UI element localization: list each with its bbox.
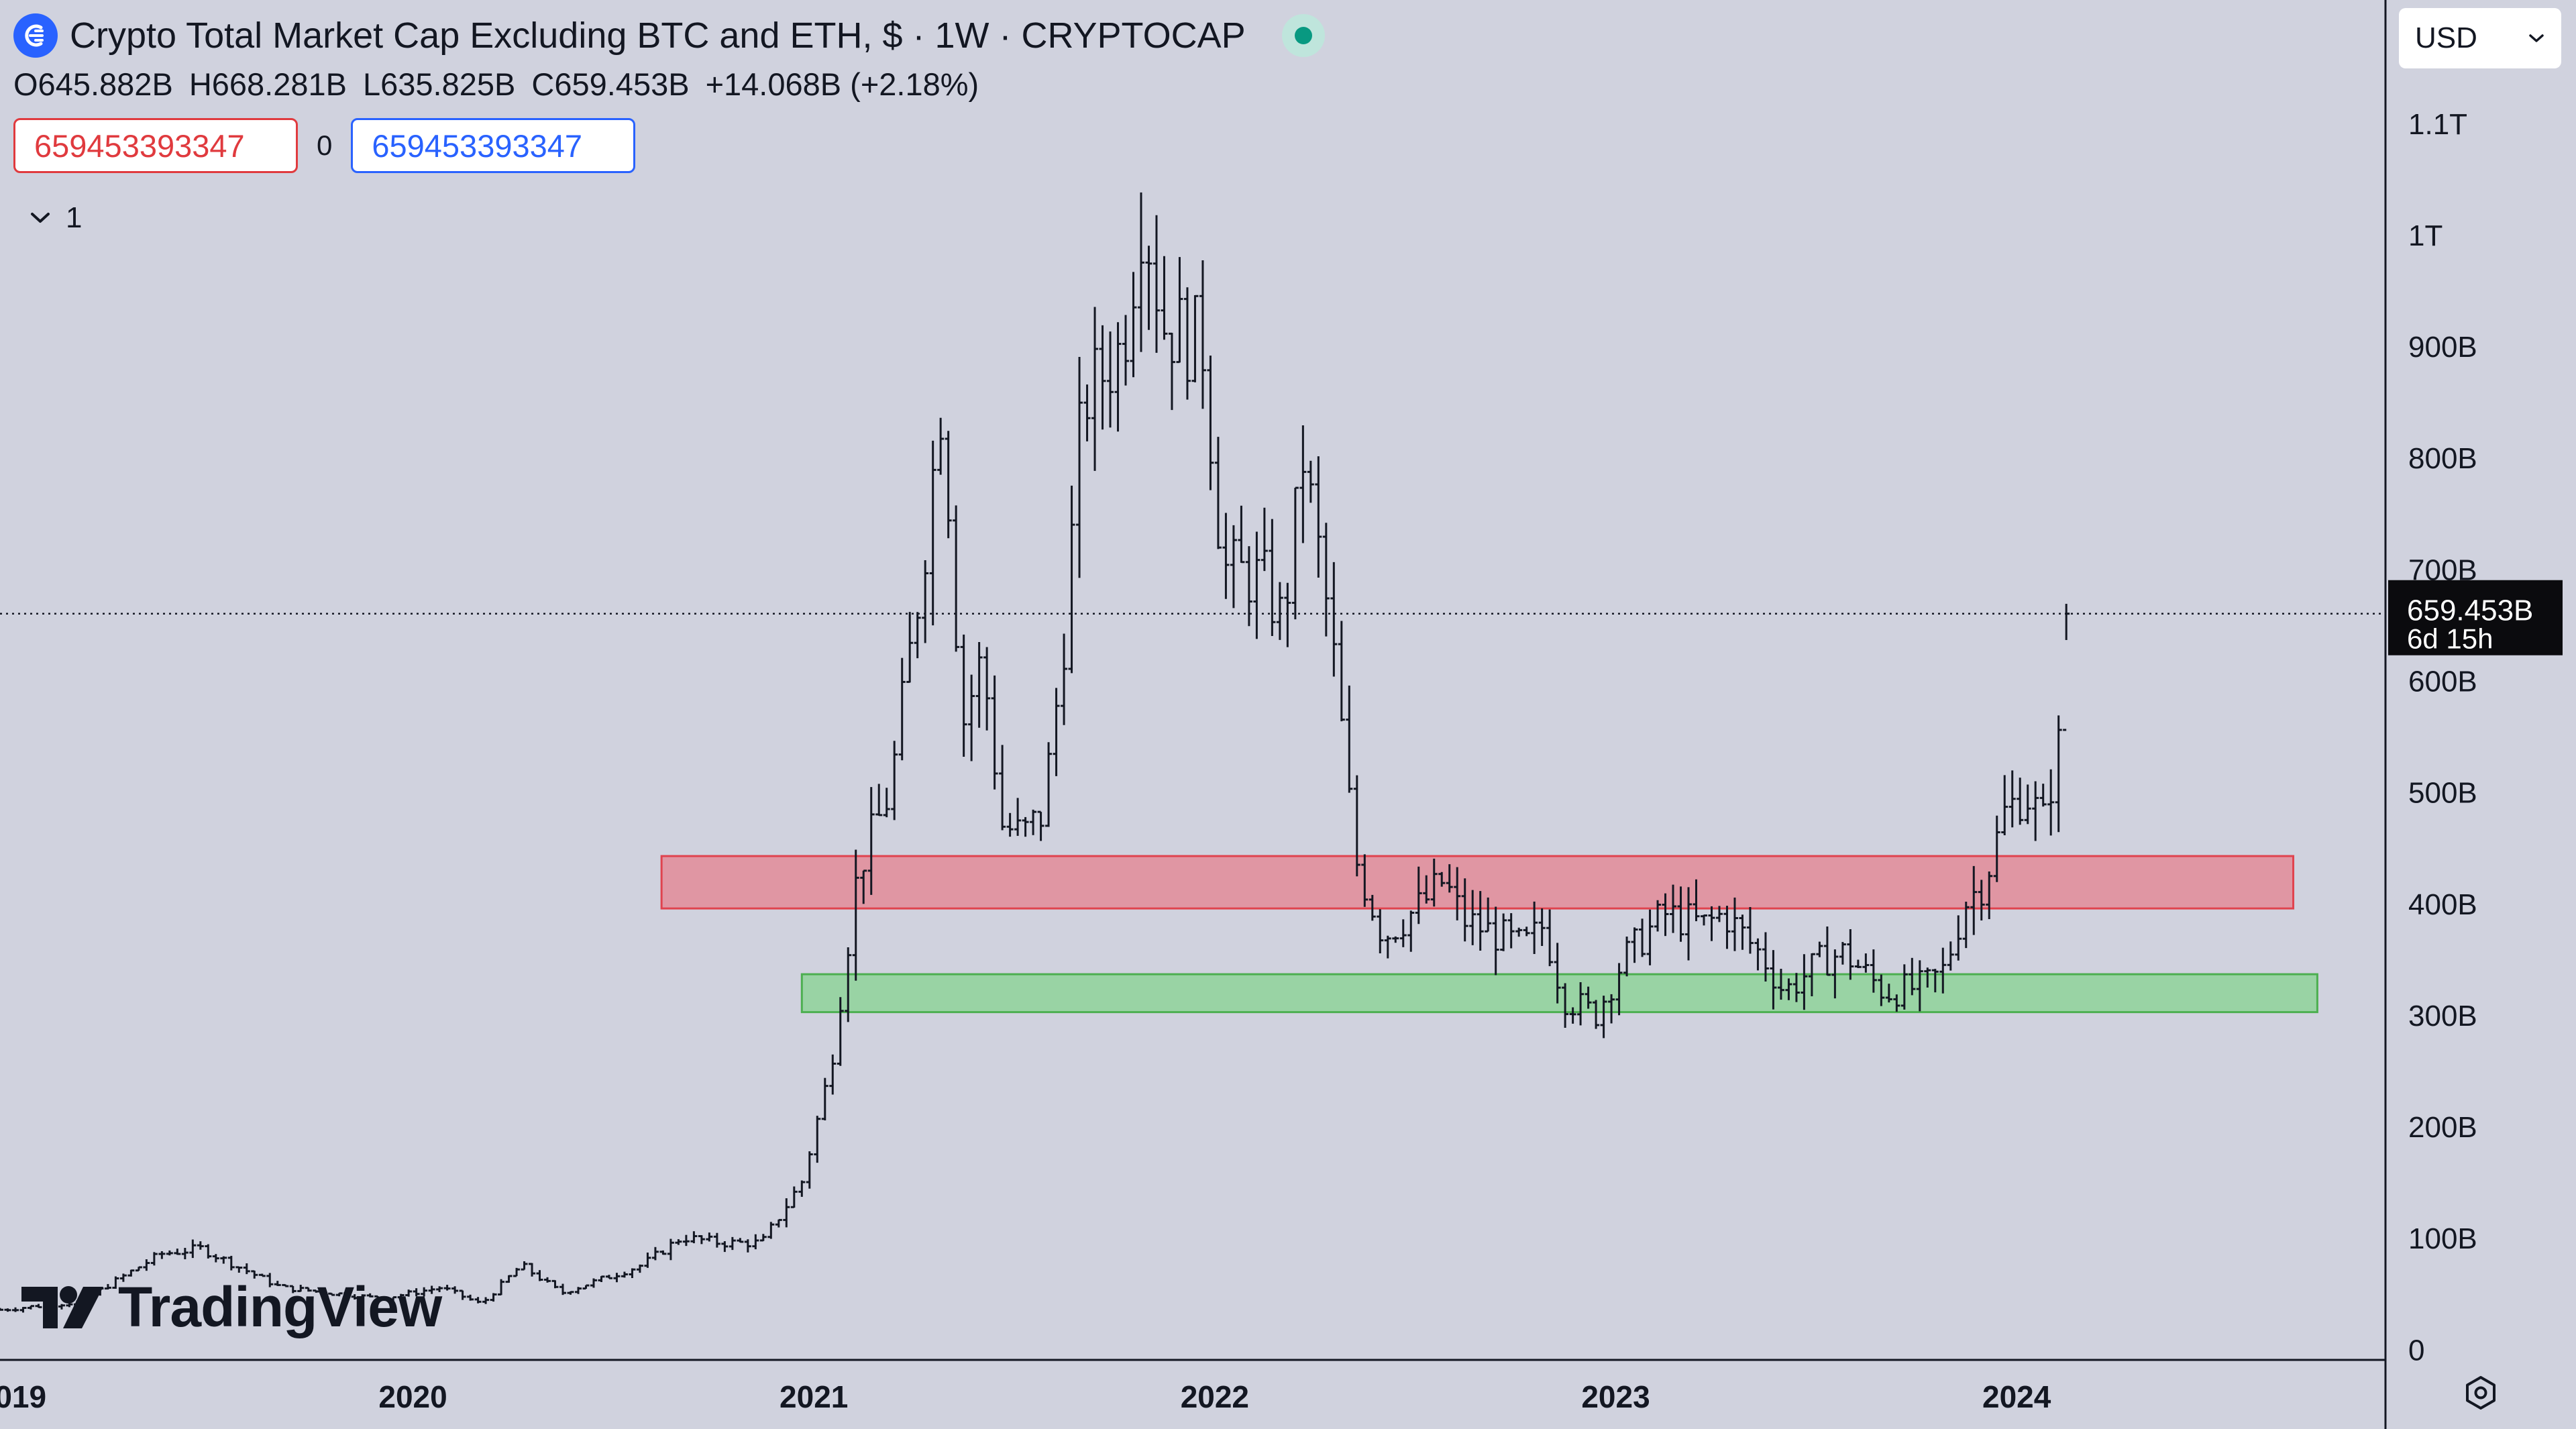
spread-value: 0 bbox=[317, 129, 333, 161]
support-zone[interactable] bbox=[800, 973, 2318, 1014]
chart-settings-button[interactable] bbox=[2461, 1373, 2501, 1413]
trade-buttons: 659453393347 0 659453393347 bbox=[13, 118, 636, 173]
y-tick-label: 400B bbox=[2408, 888, 2477, 921]
x-tick-label: 2023 bbox=[1581, 1379, 1650, 1414]
ohlc-open: O645.882B bbox=[13, 66, 173, 102]
tradingview-wordmark: TradingView bbox=[118, 1275, 442, 1338]
y-tick-label: 200B bbox=[2408, 1111, 2477, 1144]
ohlc-values: O645.882B H668.281B L635.825B C659.453B +14.… bbox=[13, 66, 995, 103]
x-tick-label: 2019 bbox=[0, 1379, 46, 1414]
ohlc-low: L635.825B bbox=[363, 66, 516, 102]
ohlc-bars bbox=[0, 192, 2070, 1313]
y-tick-label: 1T bbox=[2408, 219, 2443, 252]
last-price-value: 659.453B bbox=[2407, 594, 2533, 627]
settings-hexagon-icon bbox=[2466, 1376, 2496, 1410]
currency-select[interactable]: USD bbox=[2399, 8, 2561, 68]
live-dot bbox=[1294, 27, 1312, 44]
buy-price-button[interactable]: 659453393347 bbox=[351, 118, 636, 173]
price-axis-labels: 0100B200B300B400B500B600B700B800B900B1T1… bbox=[2408, 108, 2477, 1367]
x-tick-label: 2022 bbox=[1181, 1379, 1249, 1414]
y-tick-label: 600B bbox=[2408, 666, 2477, 698]
indicators-count: 1 bbox=[66, 201, 83, 234]
cryptocap-logo-icon bbox=[13, 13, 58, 58]
chart-header: Crypto Total Market Cap Excluding BTC an… bbox=[0, 0, 2385, 242]
y-tick-label: 0 bbox=[2408, 1334, 2424, 1367]
x-tick-label: 2020 bbox=[378, 1379, 447, 1414]
x-tick-label: 2024 bbox=[1982, 1379, 2051, 1414]
sell-price-button[interactable]: 659453393347 bbox=[13, 118, 298, 173]
y-tick-label: 100B bbox=[2408, 1222, 2477, 1255]
x-tick-label: 2021 bbox=[780, 1379, 848, 1414]
resistance-zone[interactable] bbox=[660, 855, 2295, 910]
chevron-down-icon bbox=[2529, 34, 2544, 42]
tradingview-logo[interactable]: TradingView bbox=[19, 1275, 442, 1340]
y-tick-label: 1.1T bbox=[2408, 108, 2467, 141]
bar-countdown: 6d 15h bbox=[2407, 623, 2493, 655]
ohlc-change: +14.068B (+2.18%) bbox=[705, 66, 979, 102]
last-price-badge bbox=[2388, 580, 2563, 655]
y-tick-label: 300B bbox=[2408, 1000, 2477, 1033]
zones-layer bbox=[660, 855, 2318, 1014]
tradingview-mark-icon bbox=[21, 1285, 103, 1328]
symbol-title-row[interactable]: Crypto Total Market Cap Excluding BTC an… bbox=[13, 12, 1325, 59]
y-tick-label: 900B bbox=[2408, 331, 2477, 364]
symbol-title[interactable]: Crypto Total Market Cap Excluding BTC an… bbox=[70, 15, 1246, 56]
time-axis-labels: 2019 2020 2021 2022 2023 2024 bbox=[0, 1379, 2051, 1414]
y-tick-label: 800B bbox=[2408, 442, 2477, 475]
indicators-toggle[interactable]: 1 bbox=[30, 201, 82, 235]
currency-value: USD bbox=[2415, 21, 2477, 54]
y-tick-label: 500B bbox=[2408, 777, 2477, 810]
chevron-down-icon bbox=[31, 213, 50, 223]
ohlc-high: H668.281B bbox=[189, 66, 347, 102]
ohlc-close: C659.453B bbox=[531, 66, 690, 102]
market-status-icon[interactable] bbox=[1281, 14, 1325, 57]
